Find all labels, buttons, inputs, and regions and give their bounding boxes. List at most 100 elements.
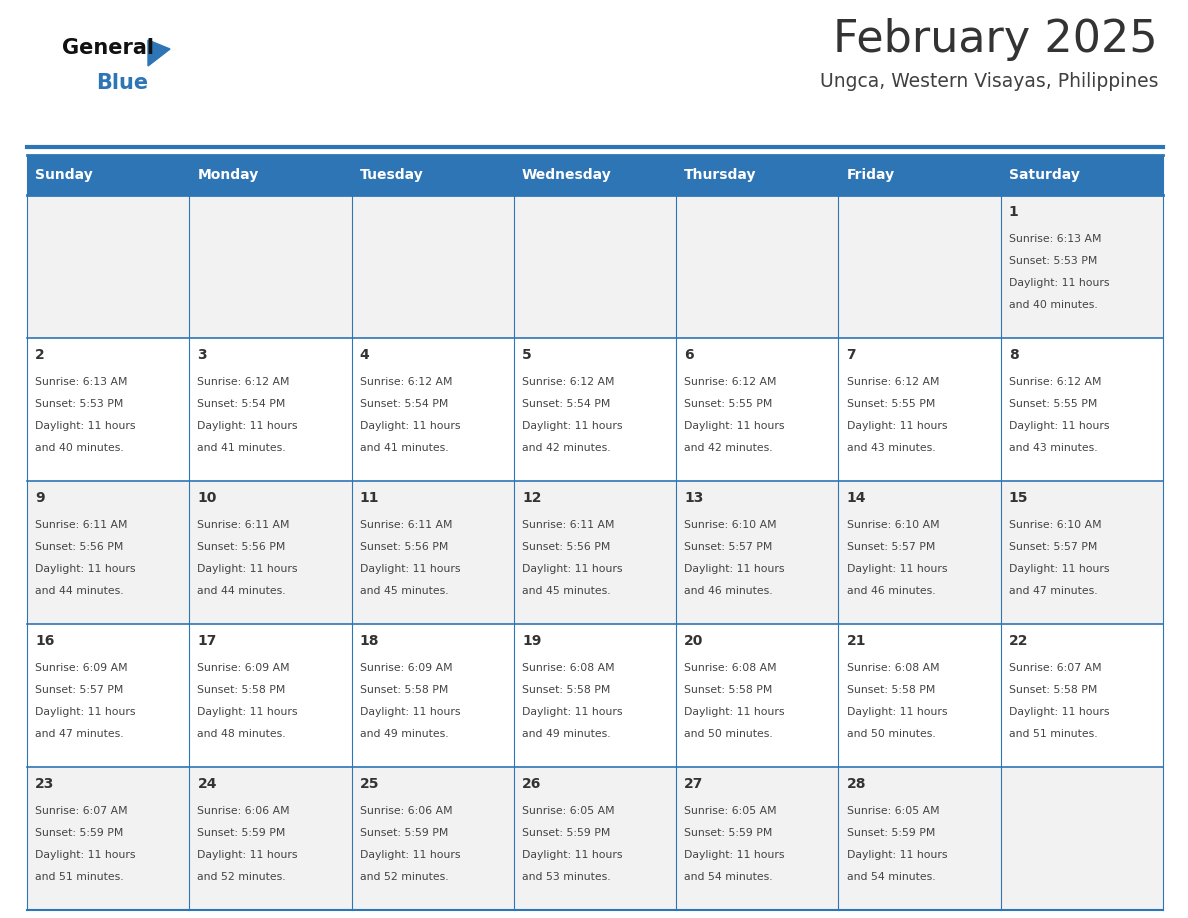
Text: Sunset: 5:57 PM: Sunset: 5:57 PM [684,542,772,552]
Text: Daylight: 11 hours: Daylight: 11 hours [684,421,785,431]
Text: Monday: Monday [197,168,259,182]
Text: 9: 9 [36,491,45,505]
Text: Daylight: 11 hours: Daylight: 11 hours [360,850,460,860]
Text: 14: 14 [847,491,866,505]
Text: and 48 minutes.: and 48 minutes. [197,729,286,739]
Text: Sunrise: 6:09 AM: Sunrise: 6:09 AM [36,663,128,673]
Text: Sunset: 5:56 PM: Sunset: 5:56 PM [360,542,448,552]
Text: Sunrise: 6:10 AM: Sunrise: 6:10 AM [1009,520,1101,530]
Text: 12: 12 [522,491,542,505]
Text: February 2025: February 2025 [833,18,1158,61]
Text: Sunday: Sunday [36,168,93,182]
Text: and 44 minutes.: and 44 minutes. [197,586,286,596]
Text: Sunset: 5:57 PM: Sunset: 5:57 PM [847,542,935,552]
Text: Daylight: 11 hours: Daylight: 11 hours [522,564,623,574]
Text: Sunset: 5:54 PM: Sunset: 5:54 PM [360,398,448,409]
Text: Sunset: 5:54 PM: Sunset: 5:54 PM [197,398,286,409]
Text: Daylight: 11 hours: Daylight: 11 hours [1009,707,1110,717]
Text: 20: 20 [684,634,703,648]
Bar [1000,155,1163,195]
Text: Sunrise: 6:11 AM: Sunrise: 6:11 AM [36,520,127,530]
Text: 17: 17 [197,634,216,648]
Text: 23: 23 [36,777,55,791]
Text: and 40 minutes.: and 40 minutes. [36,443,124,453]
Text: Sunrise: 6:06 AM: Sunrise: 6:06 AM [360,806,453,815]
Text: Daylight: 11 hours: Daylight: 11 hours [36,707,135,717]
Text: and 44 minutes.: and 44 minutes. [36,586,124,596]
Text: and 54 minutes.: and 54 minutes. [847,872,935,882]
Text: Sunset: 5:59 PM: Sunset: 5:59 PM [684,828,772,838]
Text: 19: 19 [522,634,542,648]
Bar [27,195,1163,338]
Text: and 52 minutes.: and 52 minutes. [360,872,448,882]
Text: Daylight: 11 hours: Daylight: 11 hours [1009,421,1110,431]
Text: Sunset: 5:55 PM: Sunset: 5:55 PM [1009,398,1098,409]
Text: Sunrise: 6:12 AM: Sunrise: 6:12 AM [684,376,777,386]
Text: Sunset: 5:59 PM: Sunset: 5:59 PM [360,828,448,838]
Text: 27: 27 [684,777,703,791]
Text: Daylight: 11 hours: Daylight: 11 hours [360,564,460,574]
Text: Sunrise: 6:11 AM: Sunrise: 6:11 AM [197,520,290,530]
Text: Saturday: Saturday [1009,168,1080,182]
Text: 22: 22 [1009,634,1029,648]
Text: Sunrise: 6:11 AM: Sunrise: 6:11 AM [360,520,453,530]
Text: Daylight: 11 hours: Daylight: 11 hours [1009,278,1110,288]
Text: Sunset: 5:55 PM: Sunset: 5:55 PM [847,398,935,409]
Text: Sunrise: 6:10 AM: Sunrise: 6:10 AM [847,520,940,530]
Text: and 49 minutes.: and 49 minutes. [360,729,448,739]
Text: Friday: Friday [847,168,895,182]
Text: 8: 8 [1009,348,1018,362]
Text: Daylight: 11 hours: Daylight: 11 hours [360,421,460,431]
Text: Sunset: 5:56 PM: Sunset: 5:56 PM [197,542,286,552]
Text: and 46 minutes.: and 46 minutes. [847,586,935,596]
Text: Daylight: 11 hours: Daylight: 11 hours [197,421,298,431]
Text: Daylight: 11 hours: Daylight: 11 hours [684,564,785,574]
Bar [27,155,189,195]
Text: Sunset: 5:56 PM: Sunset: 5:56 PM [36,542,124,552]
Text: Sunset: 5:55 PM: Sunset: 5:55 PM [684,398,772,409]
Text: and 43 minutes.: and 43 minutes. [1009,443,1098,453]
Bar [27,481,1163,624]
Text: Daylight: 11 hours: Daylight: 11 hours [847,850,947,860]
Text: 15: 15 [1009,491,1029,505]
Text: Sunset: 5:58 PM: Sunset: 5:58 PM [360,685,448,695]
Text: Sunrise: 6:05 AM: Sunrise: 6:05 AM [847,806,940,815]
Text: Sunset: 5:56 PM: Sunset: 5:56 PM [522,542,611,552]
Text: and 45 minutes.: and 45 minutes. [360,586,448,596]
Text: Sunrise: 6:13 AM: Sunrise: 6:13 AM [36,376,127,386]
Bar [839,155,1000,195]
Text: and 51 minutes.: and 51 minutes. [36,872,124,882]
Text: Daylight: 11 hours: Daylight: 11 hours [684,707,785,717]
Polygon shape [148,40,170,66]
Text: Daylight: 11 hours: Daylight: 11 hours [36,421,135,431]
Text: Sunset: 5:59 PM: Sunset: 5:59 PM [522,828,611,838]
Text: Daylight: 11 hours: Daylight: 11 hours [1009,564,1110,574]
Text: Sunset: 5:58 PM: Sunset: 5:58 PM [847,685,935,695]
Text: General: General [62,38,154,58]
Text: Daylight: 11 hours: Daylight: 11 hours [847,707,947,717]
Text: and 53 minutes.: and 53 minutes. [522,872,611,882]
Text: Sunrise: 6:10 AM: Sunrise: 6:10 AM [684,520,777,530]
Text: 21: 21 [847,634,866,648]
Text: Sunrise: 6:09 AM: Sunrise: 6:09 AM [197,663,290,673]
Text: Sunrise: 6:12 AM: Sunrise: 6:12 AM [847,376,939,386]
Bar [514,155,676,195]
Text: and 41 minutes.: and 41 minutes. [197,443,286,453]
Text: 18: 18 [360,634,379,648]
Text: Daylight: 11 hours: Daylight: 11 hours [197,707,298,717]
Text: Sunrise: 6:08 AM: Sunrise: 6:08 AM [684,663,777,673]
Text: Sunset: 5:58 PM: Sunset: 5:58 PM [197,685,286,695]
Text: Thursday: Thursday [684,168,757,182]
Text: and 50 minutes.: and 50 minutes. [684,729,773,739]
Text: Sunrise: 6:09 AM: Sunrise: 6:09 AM [360,663,453,673]
Text: Daylight: 11 hours: Daylight: 11 hours [522,707,623,717]
Text: Wednesday: Wednesday [522,168,612,182]
Text: 11: 11 [360,491,379,505]
Text: 26: 26 [522,777,542,791]
Text: Daylight: 11 hours: Daylight: 11 hours [522,850,623,860]
Text: Ungca, Western Visayas, Philippines: Ungca, Western Visayas, Philippines [820,72,1158,91]
Text: Daylight: 11 hours: Daylight: 11 hours [847,564,947,574]
Text: Sunrise: 6:08 AM: Sunrise: 6:08 AM [522,663,614,673]
Text: Sunrise: 6:13 AM: Sunrise: 6:13 AM [1009,233,1101,243]
Text: and 49 minutes.: and 49 minutes. [522,729,611,739]
